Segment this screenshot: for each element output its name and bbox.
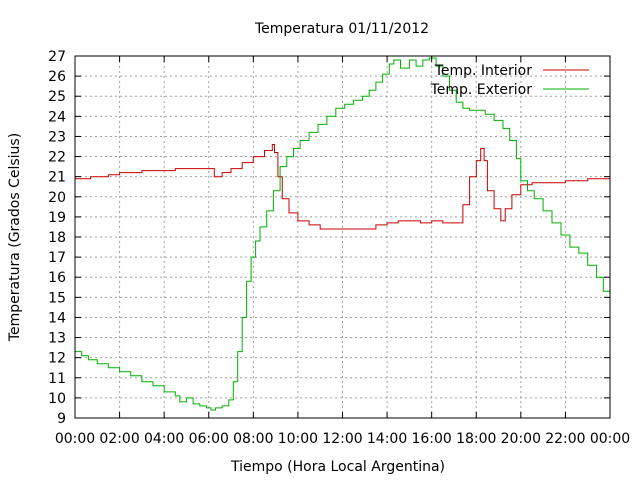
y-tick-label: 17 <box>48 250 66 266</box>
x-tick-label: 20:00 <box>501 431 541 447</box>
y-tick-label: 11 <box>48 371 66 387</box>
y-tick-label: 24 <box>48 109 66 125</box>
y-tick-label: 14 <box>48 310 66 326</box>
y-axis-label: Temperatura (Grados Celsius) <box>7 133 23 342</box>
series-line-exterior <box>75 57 611 411</box>
y-tick-label: 19 <box>48 210 66 226</box>
x-tick-label: 00:00 <box>55 431 95 447</box>
y-tick-label: 13 <box>48 331 66 347</box>
grid-lines <box>75 56 610 418</box>
x-tick-label: 14:00 <box>367 431 407 447</box>
x-tick-label: 08:00 <box>233 431 273 447</box>
legend: Temp. Interior Temp. Exterior <box>430 63 589 98</box>
x-tick-label: 06:00 <box>189 431 229 447</box>
x-tick-label: 16:00 <box>411 431 451 447</box>
y-tick-label: 12 <box>48 351 66 367</box>
y-tick-label: 16 <box>48 270 66 286</box>
x-tick-label: 02:00 <box>99 431 139 447</box>
x-tick-label: 18:00 <box>456 431 496 447</box>
y-tick-label: 21 <box>48 170 66 186</box>
x-tick-label: 04:00 <box>144 431 184 447</box>
y-tick-label: 9 <box>57 411 66 427</box>
x-tick-label: 10:00 <box>278 431 318 447</box>
y-tick-label: 15 <box>48 290 66 306</box>
series-lines <box>75 57 611 411</box>
y-tick-label: 10 <box>48 391 66 407</box>
legend-label: Temp. Exterior <box>430 82 533 98</box>
y-tick-label: 22 <box>48 150 66 166</box>
y-tick-label: 20 <box>48 190 66 206</box>
series-line-interior <box>75 144 610 230</box>
legend-label: Temp. Interior <box>434 63 533 79</box>
axis-ticks: 9 10 11 12 13 14 15 16 17 18 19 20 21 22 23 24 25 26 27 00:… <box>48 49 630 447</box>
x-tick-label: 00:00 <box>590 431 630 447</box>
x-axis-label: Tiempo (Hora Local Argentina) <box>230 459 445 475</box>
y-tick-label: 23 <box>48 129 66 145</box>
x-tick-label: 12:00 <box>322 431 362 447</box>
y-tick-label: 26 <box>48 69 66 85</box>
y-tick-label: 18 <box>48 230 66 246</box>
chart-title: Temperatura 01/11/2012 <box>254 21 429 37</box>
y-tick-label: 27 <box>48 49 66 65</box>
y-tick-label: 25 <box>48 89 66 105</box>
x-tick-label: 22:00 <box>545 431 585 447</box>
